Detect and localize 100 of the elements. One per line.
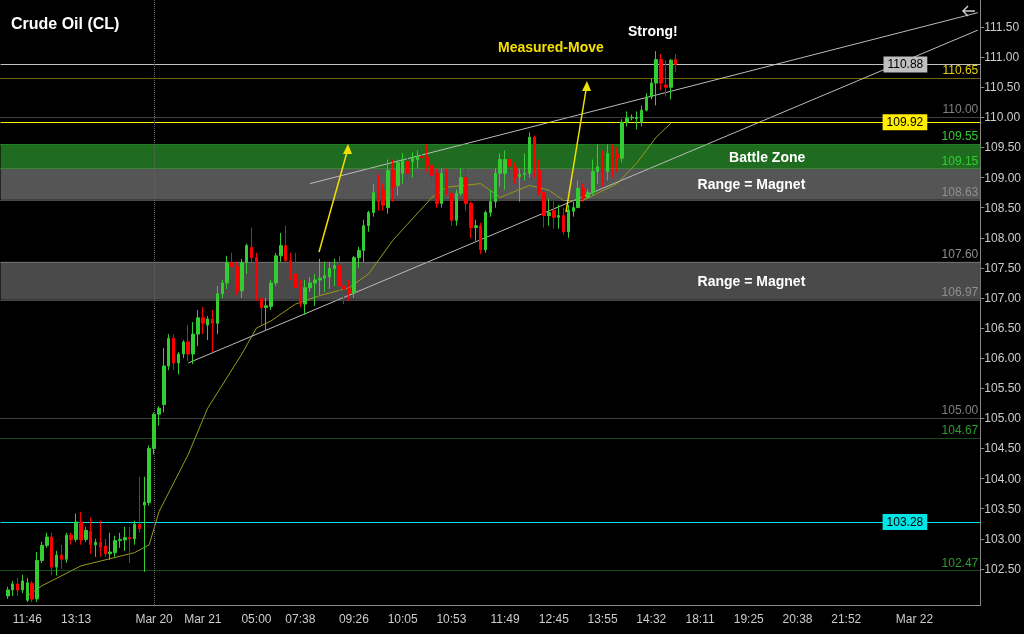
ref-line-label: 110.88 bbox=[887, 57, 924, 72]
x-tick-label: Mar 20 bbox=[135, 612, 174, 626]
y-tick-label: 105.50 bbox=[984, 381, 1022, 396]
x-tick-label: 05:00 bbox=[241, 612, 272, 626]
candlestick bbox=[50, 532, 53, 576]
candlestick bbox=[557, 204, 560, 230]
candlestick bbox=[479, 222, 482, 255]
y-tick-label: 109.50 bbox=[984, 140, 1022, 155]
candlestick bbox=[562, 207, 565, 236]
x-tick-label: 10:53 bbox=[436, 612, 467, 626]
candlestick bbox=[659, 53, 663, 91]
x-tick-label: Mar 21 bbox=[184, 612, 222, 626]
candlestick bbox=[30, 580, 34, 603]
candlestick bbox=[172, 333, 175, 371]
candlestick bbox=[294, 252, 297, 293]
candlestick bbox=[484, 210, 487, 254]
y-tick-label: 106.00 bbox=[984, 351, 1022, 366]
annotation: Measured-Move bbox=[498, 39, 605, 56]
candlestick bbox=[16, 577, 19, 597]
candlestick bbox=[640, 104, 643, 127]
annotation: Strong! bbox=[628, 23, 678, 39]
candlestick bbox=[333, 258, 336, 287]
candlestick bbox=[206, 315, 209, 341]
candlestick bbox=[65, 532, 68, 564]
ref-line-label: 109.15 bbox=[941, 153, 979, 168]
candlestick bbox=[99, 520, 102, 558]
candlestick bbox=[391, 159, 395, 203]
candlestick bbox=[26, 577, 29, 603]
candlestick bbox=[645, 92, 648, 112]
y-tick-label: 102.50 bbox=[984, 561, 1022, 576]
candlestick bbox=[260, 294, 263, 326]
x-tick-label: 12:45 bbox=[538, 612, 570, 626]
candlestick bbox=[547, 198, 551, 227]
candlestick bbox=[513, 162, 517, 185]
x-tick-label: 07:38 bbox=[285, 612, 316, 626]
y-tick-label: 109.00 bbox=[984, 170, 1022, 185]
ref-line-label: 109.92 bbox=[886, 115, 924, 130]
candlestick bbox=[581, 183, 585, 203]
ref-line-label: 110.65 bbox=[942, 63, 979, 78]
candlestick bbox=[21, 574, 24, 594]
candlestick bbox=[445, 168, 448, 197]
candlestick bbox=[367, 210, 370, 233]
candlestick bbox=[201, 306, 205, 335]
x-tick-label: 13:13 bbox=[61, 612, 92, 626]
candlestick bbox=[79, 511, 83, 546]
ref-line-label: 104.67 bbox=[941, 423, 979, 438]
candlestick bbox=[60, 544, 63, 570]
candlestick bbox=[489, 189, 492, 218]
candlestick bbox=[211, 309, 214, 353]
y-tick-label: 110.00 bbox=[984, 110, 1021, 125]
candlestick bbox=[250, 227, 253, 263]
candlestick bbox=[299, 279, 302, 308]
band-label: Battle Zone bbox=[729, 148, 806, 165]
x-tick-label: 11:46 bbox=[12, 612, 43, 626]
candlestick bbox=[89, 517, 92, 555]
x-tick-label: 20:38 bbox=[782, 612, 813, 626]
ref-line-label: 102.47 bbox=[941, 555, 979, 570]
candlestick bbox=[55, 550, 58, 576]
band-label: Range = Magnet bbox=[697, 272, 806, 289]
candlestick bbox=[552, 198, 556, 230]
candlestick bbox=[328, 261, 331, 290]
y-tick-label: 103.00 bbox=[984, 531, 1022, 546]
x-tick-label: 18:11 bbox=[685, 612, 715, 626]
y-tick-label: 108.00 bbox=[984, 230, 1022, 245]
candlestick bbox=[216, 285, 219, 335]
candlestick bbox=[601, 150, 604, 188]
candlestick bbox=[74, 513, 78, 543]
ref-line-label: 105.00 bbox=[941, 403, 979, 418]
candlestick bbox=[138, 476, 141, 534]
candlestick bbox=[669, 58, 673, 100]
candlestick bbox=[182, 339, 185, 359]
ref-line-label: 110.00 bbox=[942, 102, 979, 117]
candlestick bbox=[567, 204, 570, 239]
candlestick bbox=[255, 252, 258, 302]
y-tick-label: 108.50 bbox=[984, 200, 1022, 215]
candlestick bbox=[508, 156, 512, 179]
y-tick-label: 104.00 bbox=[984, 471, 1022, 486]
y-tick-label: 110.50 bbox=[984, 80, 1021, 95]
candlestick bbox=[128, 526, 131, 564]
candlestick bbox=[104, 538, 107, 558]
line-series bbox=[26, 122, 672, 597]
x-tick-label: Mar 22 bbox=[895, 612, 934, 626]
x-tick-label: 10:05 bbox=[387, 612, 419, 626]
y-tick-label: 104.50 bbox=[984, 441, 1022, 456]
y-tick-label: 103.50 bbox=[984, 501, 1022, 516]
candlestick bbox=[284, 225, 287, 269]
candlestick bbox=[289, 252, 292, 281]
candlestick bbox=[474, 219, 478, 242]
candlestick bbox=[84, 526, 88, 543]
x-tick-label: 19:25 bbox=[733, 612, 765, 626]
x-tick-label: 13:55 bbox=[587, 612, 618, 626]
candlestick bbox=[133, 520, 136, 546]
candlestick bbox=[406, 151, 409, 182]
candlestick bbox=[186, 324, 190, 362]
x-tick-label: 21:52 bbox=[831, 612, 862, 626]
ref-line-label: 108.63 bbox=[941, 184, 979, 199]
ref-line-label: 103.28 bbox=[886, 514, 924, 529]
y-tick-label: 107.00 bbox=[984, 290, 1022, 305]
y-tick-label: 106.50 bbox=[984, 321, 1022, 336]
x-tick-label: 14:32 bbox=[636, 612, 667, 626]
